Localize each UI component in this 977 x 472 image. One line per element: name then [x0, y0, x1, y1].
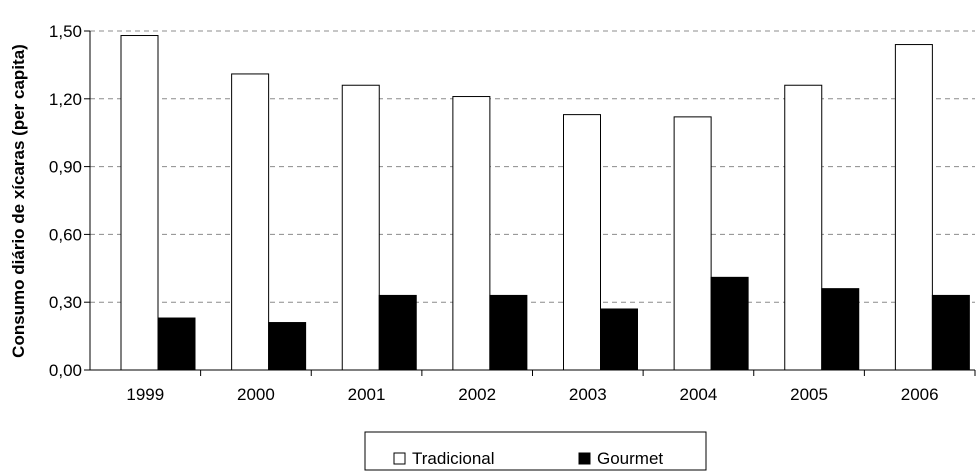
bar-gourmet-2003: [600, 308, 638, 371]
x-tick-label: 2003: [569, 385, 607, 404]
legend-label-gourmet: Gourmet: [597, 449, 663, 468]
bars: [120, 35, 970, 371]
legend-swatch-tradicional: [393, 452, 406, 465]
bar-gourmet-2004: [710, 276, 749, 371]
x-tick-label: 2004: [680, 385, 718, 404]
y-tick-label: 0,30: [49, 293, 82, 312]
y-axis-label: Consumo diário de xícaras (per capita): [9, 44, 28, 358]
bar-tradicional-2005: [784, 84, 823, 371]
x-tick-label: 2005: [790, 385, 828, 404]
legend: Tradicional Gourmet: [364, 431, 707, 471]
bar-gourmet-2005: [821, 288, 860, 371]
bar-tradicional-2004: [673, 116, 712, 371]
legend-swatch-gourmet: [578, 452, 591, 465]
bar-gourmet-2006: [931, 294, 970, 371]
bar-gourmet-1999: [157, 317, 196, 371]
y-tick-label: 0,00: [49, 361, 82, 380]
bar-tradicional-2006: [894, 44, 933, 371]
bar-tradicional-1999: [120, 35, 159, 371]
y-tick-labels: 0,00 0,30 0,60 0,90 1,20 1,50: [49, 22, 82, 380]
y-tick-label: 0,60: [49, 225, 82, 244]
bar-gourmet-2000: [268, 322, 307, 371]
bar-gourmet-2002: [489, 294, 528, 371]
bar-gourmet-2001: [378, 294, 417, 371]
bar-tradicional-2002: [452, 96, 491, 371]
x-tick-label: 1999: [126, 385, 164, 404]
x-tick-label: 2006: [901, 385, 939, 404]
gridlines: [90, 30, 975, 303]
x-tick-label: 2002: [458, 385, 496, 404]
x-tick-label: 2001: [348, 385, 386, 404]
x-tick-label: 2000: [237, 385, 275, 404]
bar-tradicional-2000: [231, 73, 270, 371]
y-tick-label: 1,20: [49, 90, 82, 109]
bar-tradicional-2001: [341, 84, 380, 371]
bar-tradicional-2003: [563, 114, 601, 371]
legend-box: [364, 431, 707, 471]
y-tick-label: 1,50: [49, 22, 82, 41]
x-tick-labels: 1999 2000 2001 2002 2003 2004 2005 2006: [126, 385, 938, 404]
axes: [84, 30, 976, 376]
y-tick-label: 0,90: [49, 158, 82, 177]
legend-label-tradicional: Tradicional: [412, 449, 495, 468]
